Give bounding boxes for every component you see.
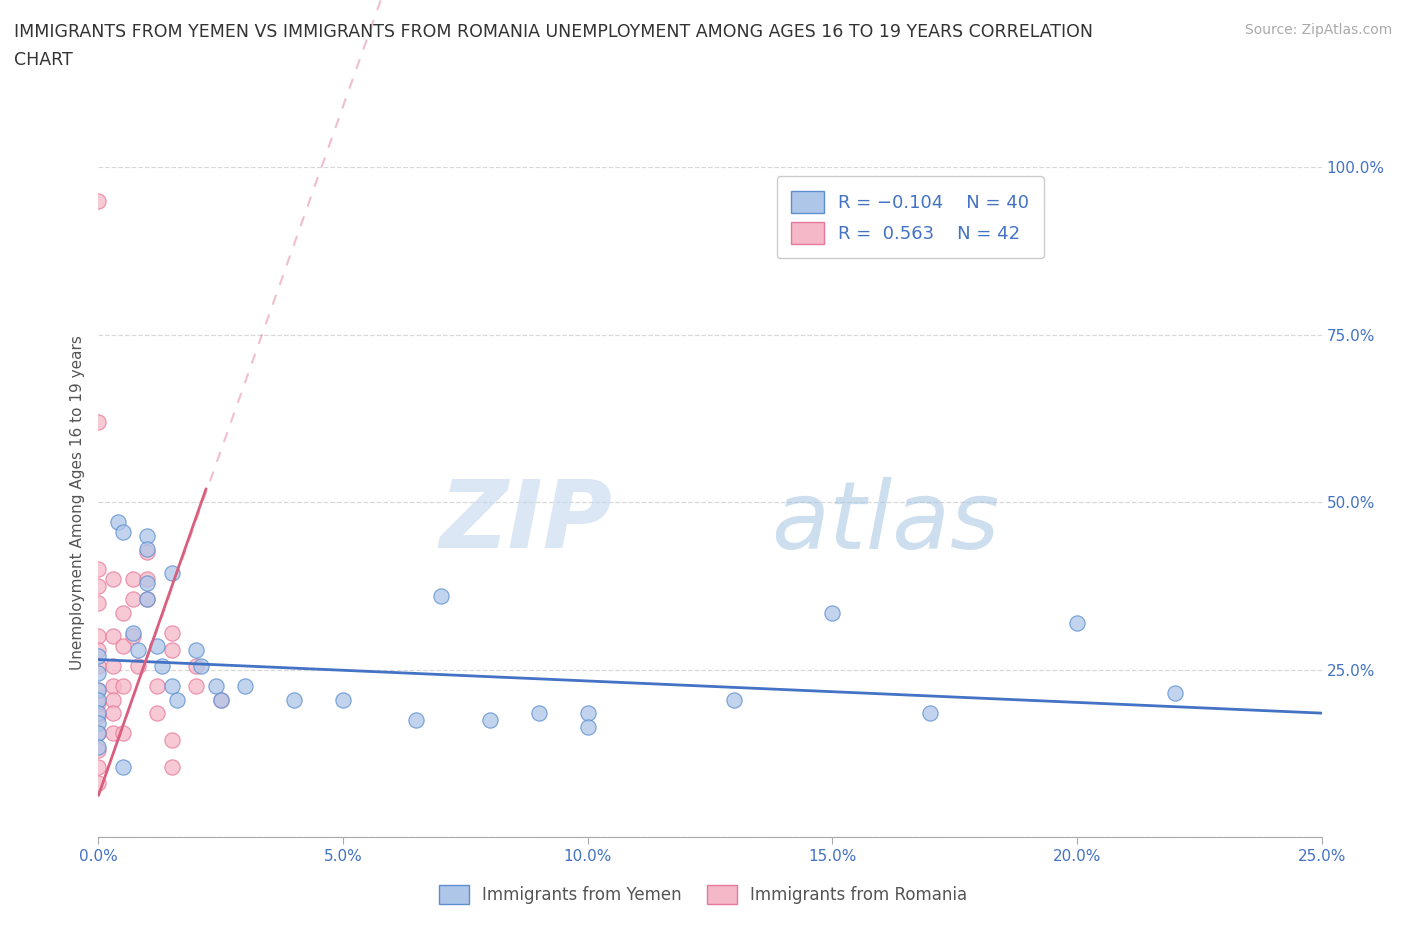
Point (186, 658, 208, 673)
Point (87, 725, 110, 740)
Point (87, 706, 110, 721)
Point (205, 679, 228, 694)
Point (87, 658, 110, 673)
Point (87, 739, 110, 754)
Point (87, 725, 110, 740)
Point (111, 679, 134, 694)
Point (160, 565, 183, 580)
Point (1164, 685, 1187, 700)
Point (107, 515, 129, 530)
Point (146, 706, 169, 721)
Point (146, 679, 169, 694)
Point (87, 415, 110, 430)
Point (87, 666, 110, 681)
Point (160, 759, 183, 774)
Point (121, 625, 143, 640)
Point (101, 692, 124, 707)
Point (233, 679, 256, 694)
Point (160, 642, 183, 657)
Point (87, 696, 110, 711)
Point (576, 706, 599, 721)
Legend: Immigrants from Yemen, Immigrants from Romania: Immigrants from Yemen, Immigrants from R… (430, 877, 976, 912)
Point (111, 639, 134, 654)
Legend: R = −0.104    N = 40, R =  0.563    N = 42: R = −0.104 N = 40, R = 0.563 N = 42 (776, 177, 1043, 259)
Point (87, 562, 110, 577)
Text: Source: ZipAtlas.com: Source: ZipAtlas.com (1244, 23, 1392, 37)
Point (136, 591, 159, 606)
Point (576, 719, 599, 734)
Point (209, 692, 232, 707)
Y-axis label: Unemployment Among Ages 16 to 19 years: Unemployment Among Ages 16 to 19 years (70, 335, 86, 670)
Point (87, 578, 110, 593)
Point (723, 692, 745, 707)
Point (87, 692, 110, 707)
Point (190, 658, 212, 673)
Point (87, 683, 110, 698)
Point (111, 725, 134, 740)
Point (87, 683, 110, 698)
Point (101, 629, 124, 644)
Point (478, 712, 501, 727)
Point (186, 679, 208, 694)
Text: CHART: CHART (14, 51, 73, 69)
Point (101, 572, 124, 587)
Point (166, 692, 188, 707)
Text: ZIP: ZIP (439, 476, 612, 568)
Point (430, 589, 453, 604)
Point (87, 759, 110, 774)
Point (136, 545, 159, 560)
Point (121, 591, 143, 606)
Point (209, 692, 232, 707)
Point (332, 692, 354, 707)
Point (160, 679, 183, 694)
Point (150, 658, 173, 673)
Point (821, 605, 844, 620)
Point (283, 692, 305, 707)
Text: atlas: atlas (772, 477, 1000, 568)
Point (87, 193, 110, 208)
Point (101, 706, 124, 721)
Point (920, 706, 942, 721)
Point (101, 679, 124, 694)
Point (160, 733, 183, 748)
Point (136, 572, 159, 587)
Text: IMMIGRANTS FROM YEMEN VS IMMIGRANTS FROM ROMANIA UNEMPLOYMENT AMONG AGES 16 TO 1: IMMIGRANTS FROM YEMEN VS IMMIGRANTS FROM… (14, 23, 1092, 41)
Point (136, 528, 159, 543)
Point (87, 776, 110, 790)
Point (87, 709, 110, 724)
Point (127, 642, 149, 657)
Point (87, 742, 110, 757)
Point (405, 712, 427, 727)
Point (87, 716, 110, 731)
Point (186, 642, 208, 657)
Point (101, 725, 124, 740)
Point (111, 525, 134, 539)
Point (121, 629, 143, 644)
Point (111, 759, 134, 774)
Point (87, 595, 110, 610)
Point (87, 642, 110, 657)
Point (136, 541, 159, 556)
Point (127, 658, 149, 673)
Point (101, 658, 124, 673)
Point (1066, 616, 1088, 631)
Point (160, 625, 183, 640)
Point (146, 639, 169, 654)
Point (87, 649, 110, 664)
Point (136, 591, 159, 606)
Point (527, 706, 550, 721)
Point (136, 575, 159, 590)
Point (111, 605, 134, 620)
Point (121, 572, 143, 587)
Point (87, 629, 110, 644)
